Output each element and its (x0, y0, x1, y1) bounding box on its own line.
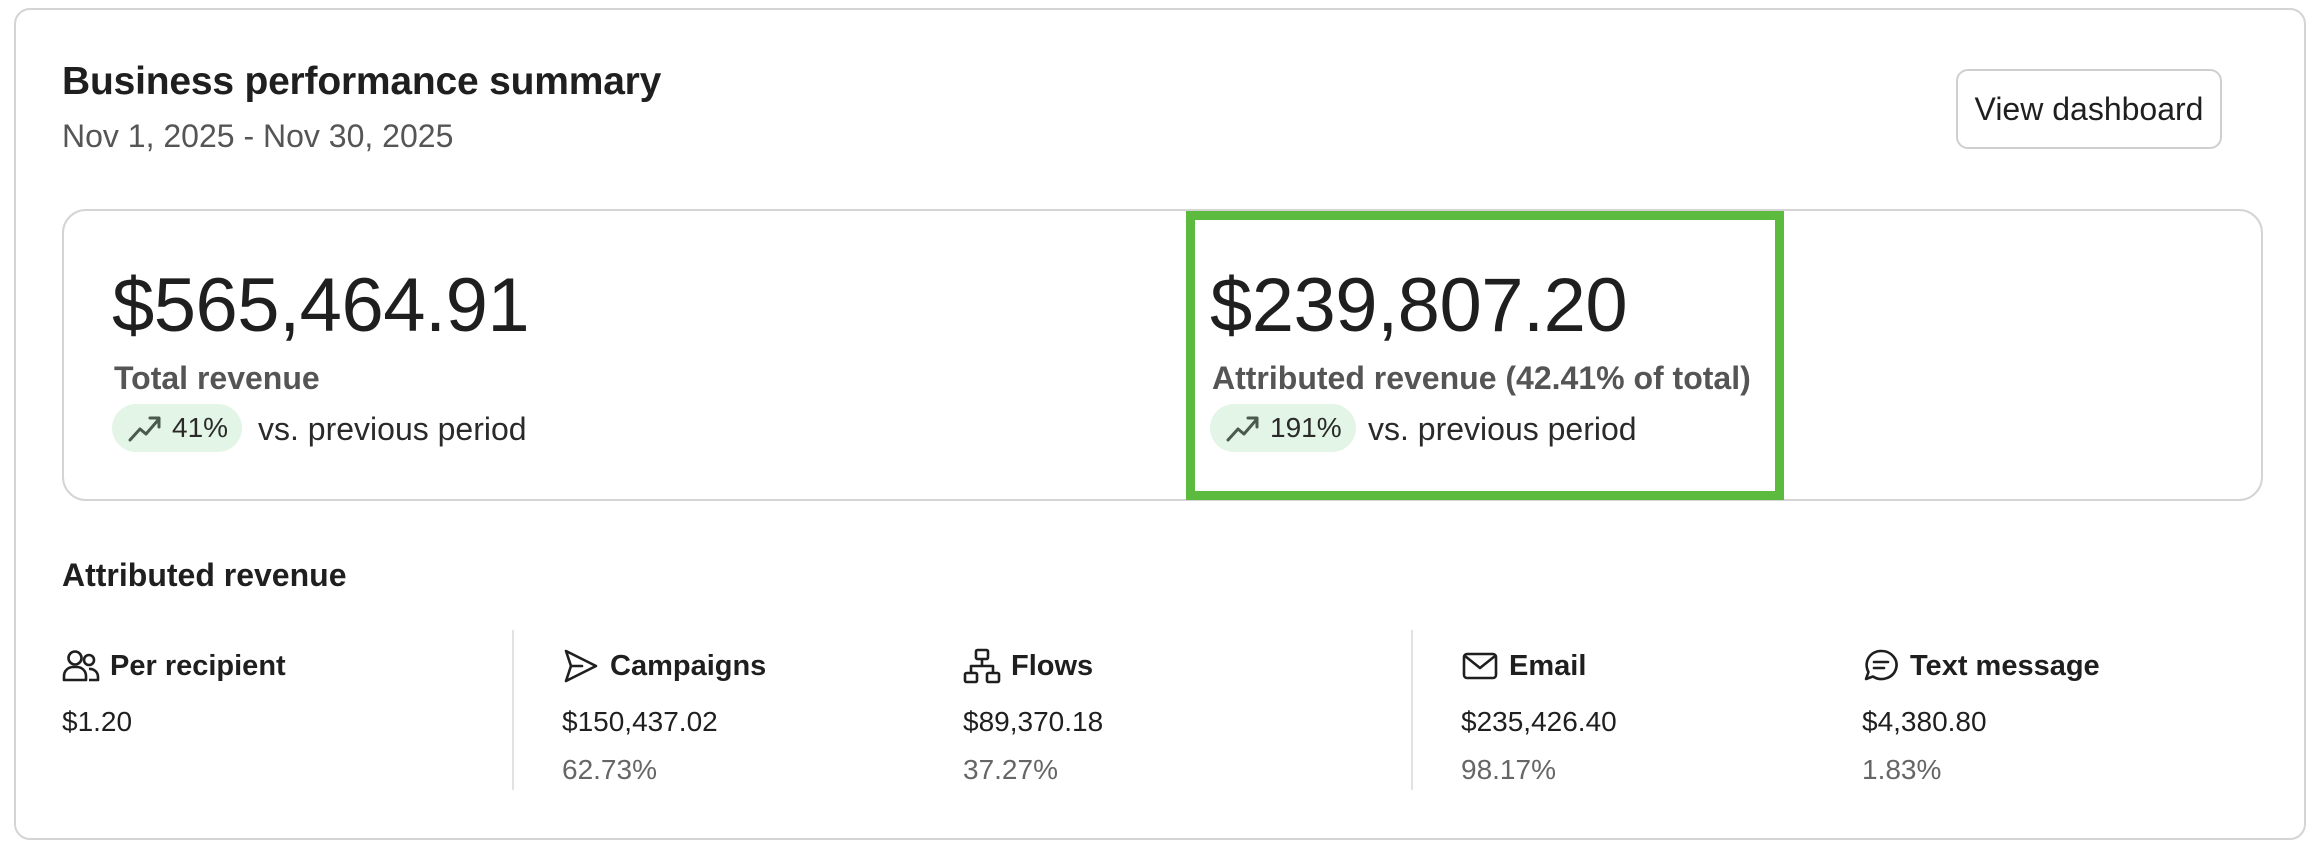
attributed-revenue-change: 191% (1270, 412, 1342, 443)
stat-flows: Flows $89,370.18 37.27% (963, 646, 1103, 786)
total-revenue-change: 41% (172, 412, 229, 443)
trend-up-icon (128, 416, 161, 442)
stat-label: Flows (1011, 649, 1094, 682)
stat-percent: 98.17% (1461, 754, 1556, 785)
page-title: Business performance summary (62, 60, 662, 103)
view-dashboard-button[interactable]: View dashboard (1956, 69, 2222, 149)
send-icon (564, 649, 598, 683)
stat-email: Email $235,426.40 98.17% (1461, 646, 1617, 786)
stat-value: $150,437.02 (562, 706, 718, 737)
date-range: Nov 1, 2025 - Nov 30, 2025 (62, 118, 454, 154)
stat-value: $235,426.40 (1461, 706, 1617, 737)
stat-value: $1.20 (62, 706, 133, 737)
stat-value: $4,380.80 (1862, 706, 1987, 737)
attributed-revenue-change-badge: 191% (1210, 404, 1356, 452)
mail-icon (1462, 652, 1498, 680)
stat-campaigns: Campaigns $150,437.02 62.73% (562, 646, 766, 786)
performance-summary-card (14, 8, 2306, 840)
stat-percent: 37.27% (963, 754, 1058, 785)
section-title: Attributed revenue (62, 557, 347, 593)
total-revenue-change-badge: 41% (112, 404, 243, 452)
people-icon (62, 650, 100, 682)
stat-per-recipient: Per recipient $1.20 (62, 646, 286, 738)
attributed-revenue-value: $239,807.20 (1210, 263, 1628, 348)
summary-panel (62, 209, 2263, 501)
trend-up-icon (1226, 416, 1259, 442)
divider (1411, 630, 1413, 790)
stat-percent: 1.83% (1862, 754, 1942, 785)
message-icon (1864, 649, 1898, 681)
stat-label: Text message (1910, 649, 2100, 682)
highlight-box (1186, 211, 1784, 500)
stat-label: Per recipient (110, 649, 286, 682)
attributed-revenue-label: Attributed revenue (42.41% of total) (1212, 360, 1751, 396)
stat-text-message: Text message $4,380.80 1.83% (1862, 646, 2100, 786)
stat-label: Email (1509, 649, 1587, 682)
attributed-revenue-comparison: vs. previous period (1368, 411, 1637, 447)
total-revenue-comparison: vs. previous period (258, 411, 527, 447)
stat-percent: 62.73% (562, 754, 657, 785)
divider (512, 630, 514, 790)
flow-icon (963, 648, 1001, 684)
stat-value: $89,370.18 (963, 706, 1104, 737)
stat-label: Campaigns (610, 649, 767, 682)
total-revenue-value: $565,464.91 (112, 263, 530, 348)
total-revenue-label: Total revenue (114, 360, 320, 396)
